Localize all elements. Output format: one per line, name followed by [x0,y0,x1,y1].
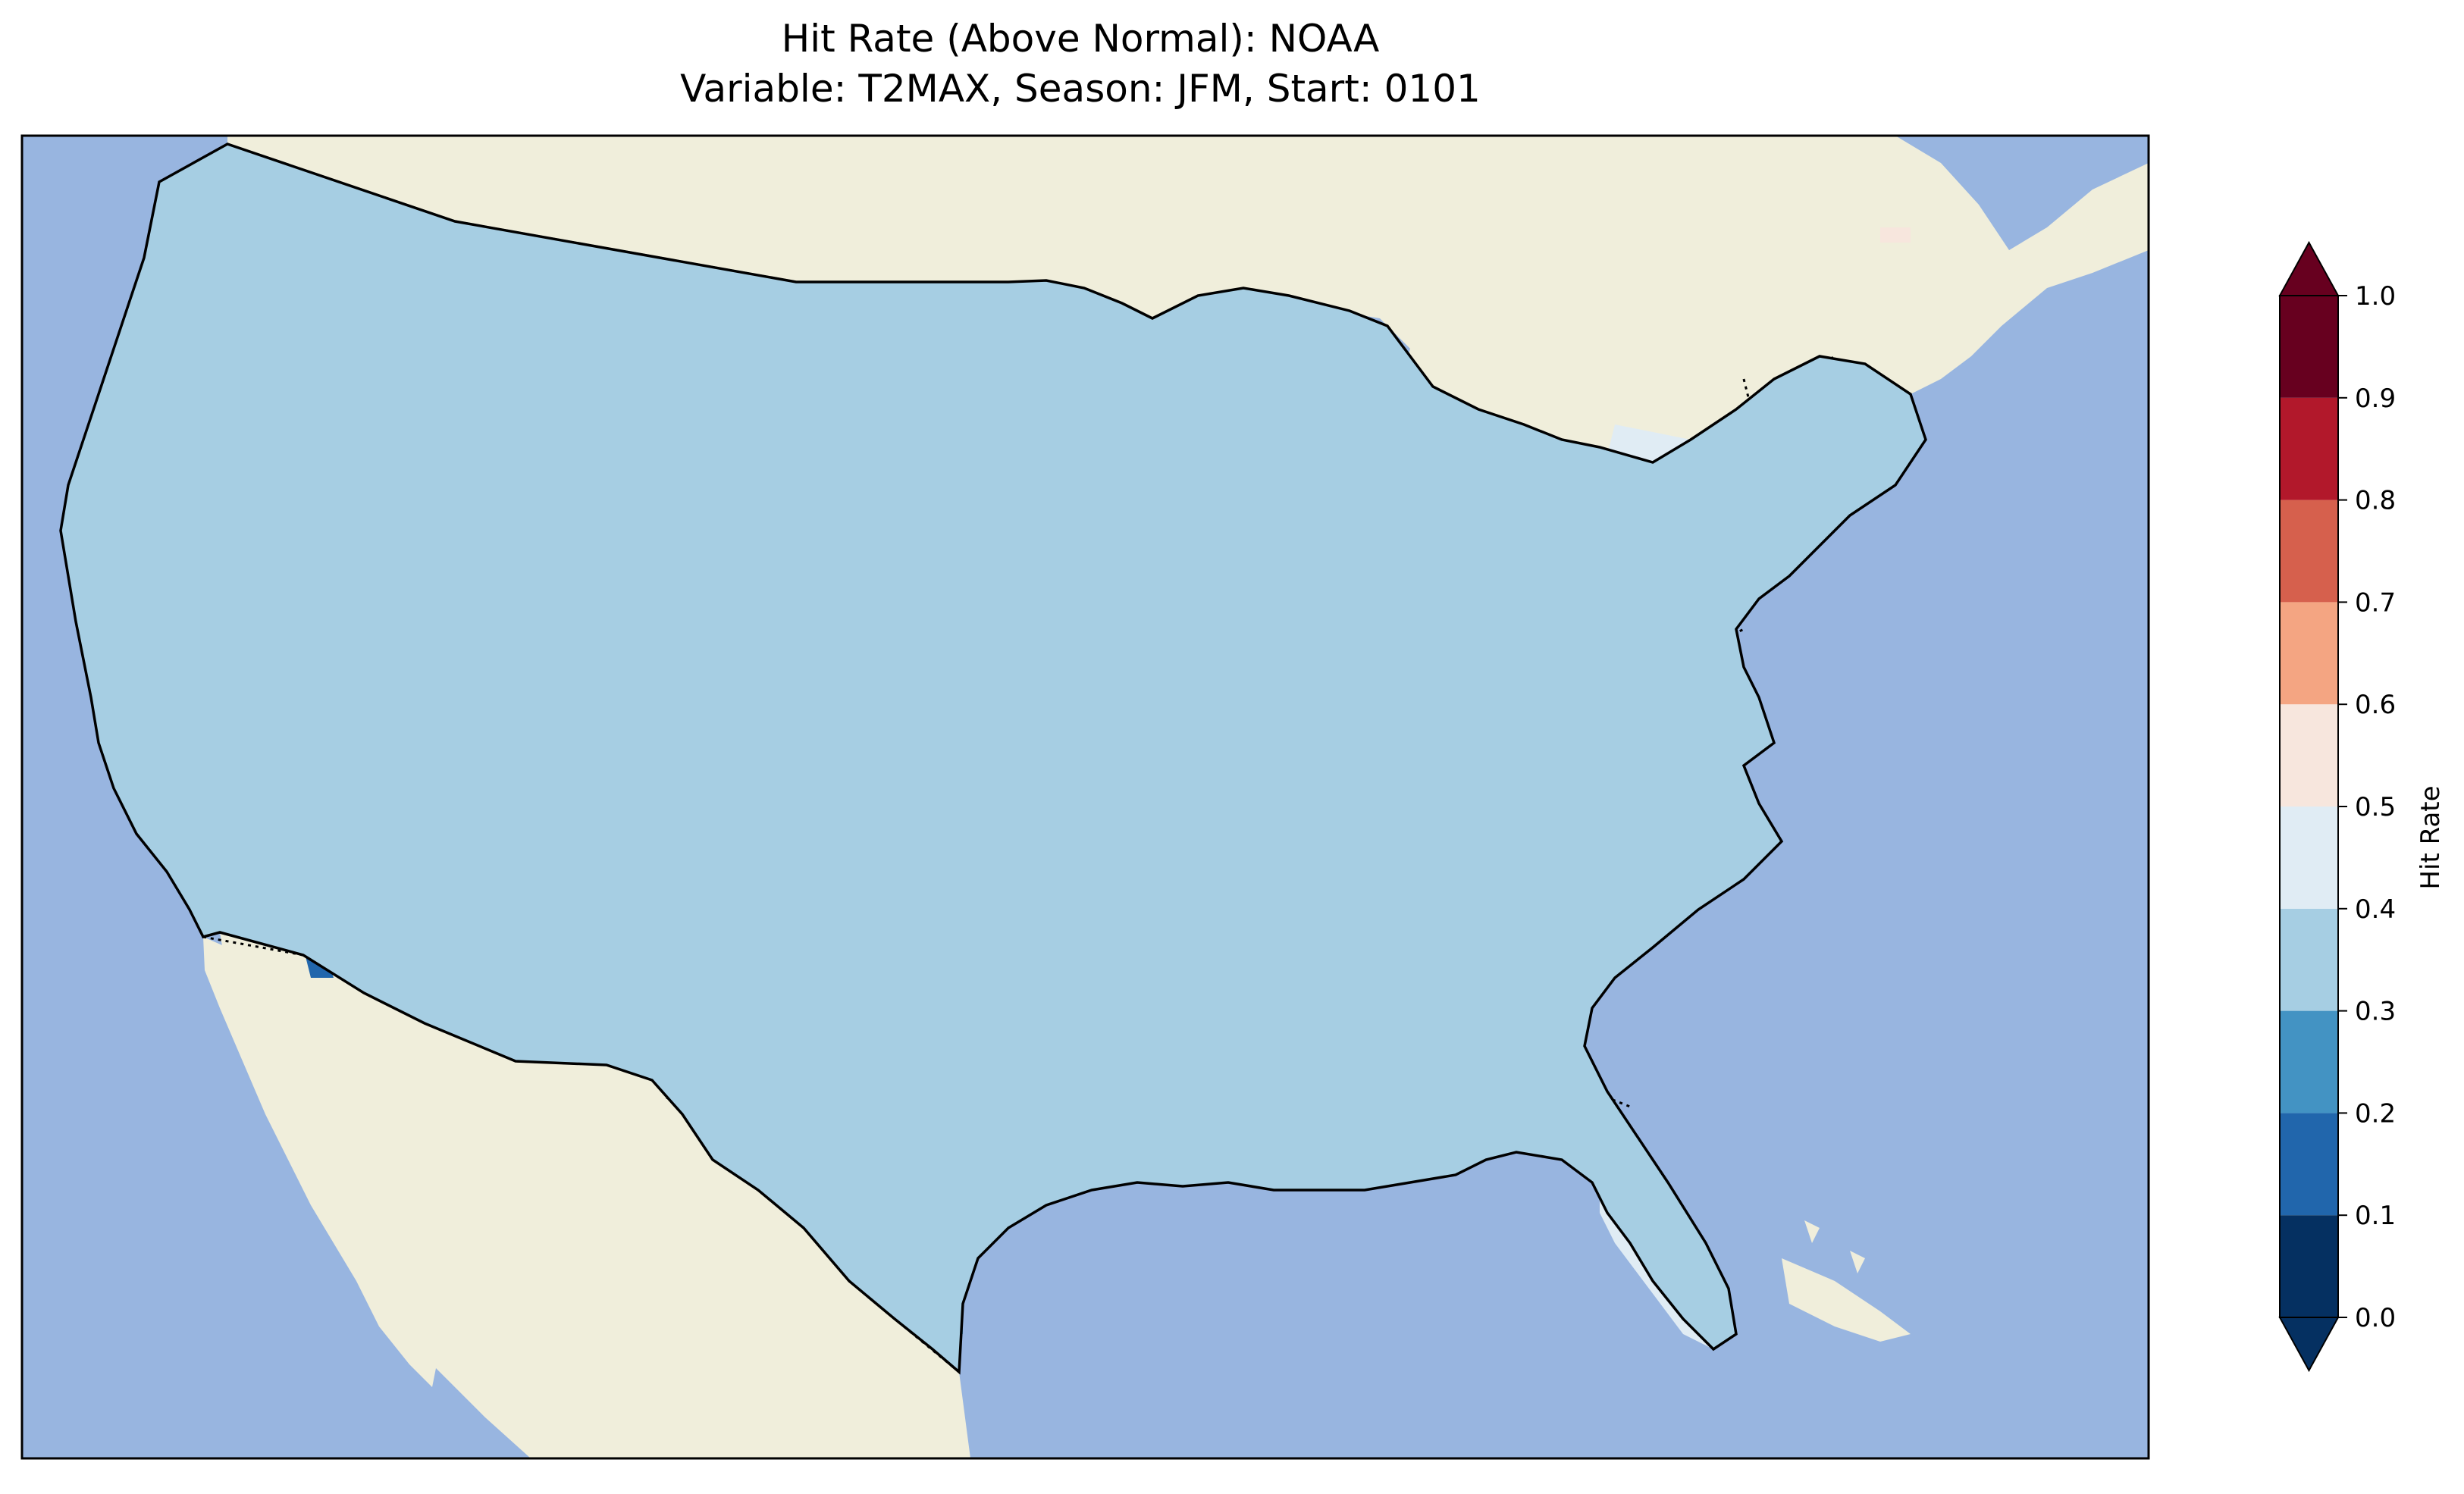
bahamas [1804,1220,1865,1273]
canada-land [227,136,2149,568]
colorbar-bin-6 [2280,602,2338,705]
colorbar-bin-3 [2280,908,2338,1011]
cuba [1782,1258,1911,1342]
colorbar-tick-label: 0.4 [2355,894,2396,925]
colorbar-bin-2 [2280,1010,2338,1113]
colorbar-tick-label: 1.0 [2355,281,2396,312]
colorbar-extend-max [2278,240,2340,296]
colorbar-tick-label: 0.1 [2355,1201,2396,1231]
colorbar-bin-0 [2280,1215,2338,1317]
colorbar-bin-9 [2280,296,2338,398]
colorbar-tick-label: 0.8 [2355,486,2396,516]
colorbar-bin-5 [2280,704,2338,807]
baja-california [203,937,440,1387]
mexico-land [220,932,970,1458]
colorbar-tick-label: 0.9 [2355,384,2396,414]
colorbar-tick-label: 0.3 [2355,997,2396,1027]
colorbar-tick-label: 0.0 [2355,1303,2396,1333]
colorbar-tick-label: 0.5 [2355,792,2396,822]
colorbar-bin-4 [2280,807,2338,909]
colorbar-bin-1 [2280,1113,2338,1216]
map-subtitle: Variable: T2MAX, Season: JFM, Start: 010… [680,67,1481,111]
colorbar-bin-7 [2280,500,2338,603]
colorbar-bin-8 [2280,397,2338,500]
colorbar-bins [2278,240,2340,1373]
colorbar-extend-min [2278,1317,2340,1373]
colorbar-tick-label: 0.6 [2355,690,2396,720]
hit-rate-05-06-maine [1880,227,1911,243]
colorbar-tick-label: 0.7 [2355,587,2396,618]
map-frame [20,134,2150,1460]
colorbar-tick-label: 0.2 [2355,1098,2396,1129]
map-title: Hit Rate (Above Normal): NOAA [781,17,1380,61]
colorbar-ticks: 0.0 0.1 0.2 0.3 0.4 0.5 0.6 0.7 0.8 0.9 1.0 [2338,281,2396,1333]
colorbar-label: Hit Rate [2415,785,2446,889]
